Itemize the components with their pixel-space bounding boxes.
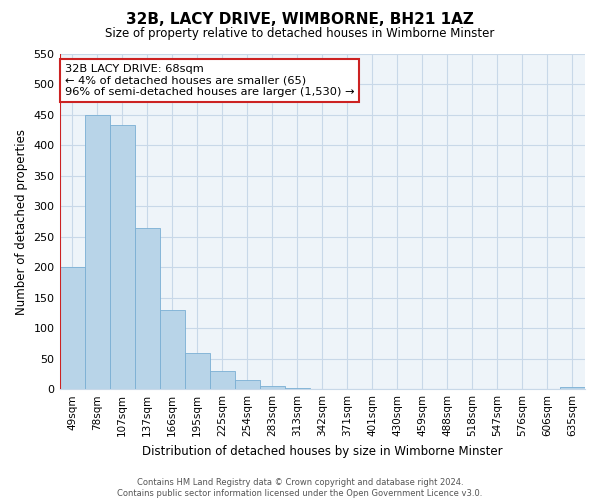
Bar xyxy=(310,388,335,389)
Bar xyxy=(160,310,185,389)
Bar xyxy=(209,371,235,389)
Text: 32B LACY DRIVE: 68sqm
← 4% of detached houses are smaller (65)
96% of semi-detac: 32B LACY DRIVE: 68sqm ← 4% of detached h… xyxy=(65,64,354,98)
Bar xyxy=(59,268,85,389)
Text: Size of property relative to detached houses in Wimborne Minster: Size of property relative to detached ho… xyxy=(106,28,494,40)
Y-axis label: Number of detached properties: Number of detached properties xyxy=(15,128,28,314)
Bar xyxy=(110,126,134,389)
Bar xyxy=(85,115,110,389)
X-axis label: Distribution of detached houses by size in Wimborne Minster: Distribution of detached houses by size … xyxy=(142,444,503,458)
Bar xyxy=(235,380,260,389)
Bar xyxy=(285,388,310,389)
Text: 32B, LACY DRIVE, WIMBORNE, BH21 1AZ: 32B, LACY DRIVE, WIMBORNE, BH21 1AZ xyxy=(126,12,474,28)
Bar xyxy=(260,386,285,389)
Bar xyxy=(335,388,360,389)
Bar xyxy=(560,388,585,389)
Bar xyxy=(134,228,160,389)
Text: Contains HM Land Registry data © Crown copyright and database right 2024.
Contai: Contains HM Land Registry data © Crown c… xyxy=(118,478,482,498)
Bar xyxy=(185,352,209,389)
